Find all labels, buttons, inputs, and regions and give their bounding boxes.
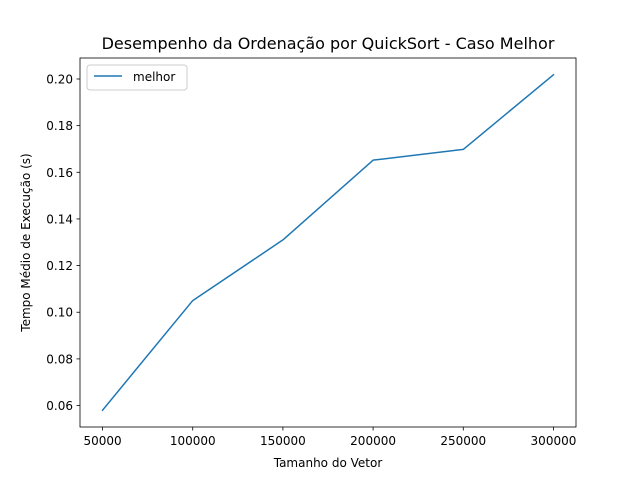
x-tick-label: 100000 — [170, 434, 216, 448]
y-tick-label: 0.16 — [46, 166, 73, 180]
series-line-melhor — [101, 73, 555, 412]
y-tick-label: 0.08 — [46, 352, 73, 366]
x-axis: 50000 100000 150000 200000 250000 300000 — [83, 427, 576, 448]
x-axis-label: Tamanho do Vetor — [273, 456, 383, 470]
legend: melhor — [86, 64, 188, 91]
x-tick-label: 300000 — [531, 434, 577, 448]
y-axis: 0.06 0.08 0.10 0.12 0.14 0.16 0.18 0.20 — [46, 72, 80, 413]
y-tick-label: 0.18 — [46, 119, 73, 133]
legend-box — [86, 64, 188, 91]
y-tick-label: 0.14 — [46, 212, 73, 226]
x-tick-label: 50000 — [83, 434, 121, 448]
y-tick-label: 0.12 — [46, 259, 73, 273]
legend-label: melhor — [133, 70, 175, 84]
y-tick-label: 0.10 — [46, 306, 73, 320]
x-tick-label: 200000 — [350, 434, 396, 448]
x-tick-label: 150000 — [260, 434, 306, 448]
plot-area — [80, 58, 576, 427]
y-axis-label: Tempo Médio de Execução (s) — [19, 153, 33, 332]
y-tick-label: 0.06 — [46, 399, 73, 413]
series-layer — [101, 73, 555, 412]
y-tick-label: 0.20 — [46, 72, 73, 86]
chart-title: Desempenho da Ordenação por QuickSort - … — [102, 34, 555, 53]
plot-frame — [79, 57, 577, 428]
x-tick-label: 250000 — [440, 434, 486, 448]
